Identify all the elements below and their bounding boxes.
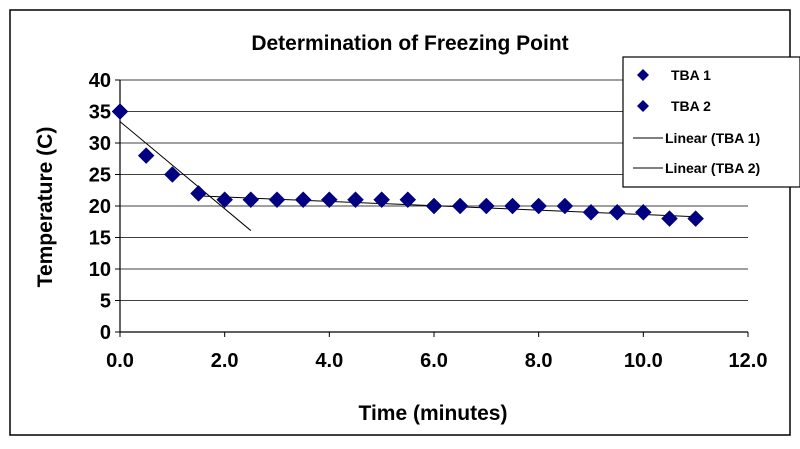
x-tick-label: 12.0 [729, 350, 768, 372]
y-tick-label: 35 [89, 102, 111, 124]
point-tba-1 [190, 185, 207, 202]
legend-label: TBA 1 [671, 67, 711, 83]
point-tba-2 [477, 197, 495, 215]
point-tba-2 [242, 191, 260, 209]
point-tba-2 [425, 197, 443, 215]
x-tick-label: 0.0 [106, 350, 134, 372]
point-tba-2 [556, 197, 574, 215]
y-tick-label: 15 [89, 228, 111, 250]
point-tba-2 [399, 191, 417, 209]
y-tick-label: 20 [89, 196, 111, 218]
y-tick-label: 25 [89, 165, 111, 187]
y-tick-label: 5 [100, 291, 111, 313]
legend: TBA 1 TBA 2 Linear (TBA 1) Linear (TBA 2) [622, 56, 800, 188]
y-tick-label: 30 [89, 133, 111, 155]
x-tick-label: 8.0 [525, 350, 553, 372]
y-axis-label: Temperature (C) [34, 127, 57, 288]
trendline-tba-1 [119, 121, 252, 231]
point-tba-2 [347, 191, 364, 209]
point-tba-2 [582, 203, 600, 221]
x-tick-label: 4.0 [315, 350, 343, 372]
point-tba-2 [687, 210, 705, 227]
point-tba-2 [661, 210, 678, 227]
legend-marker [637, 69, 649, 81]
y-tick-label: 0 [100, 322, 111, 344]
axis-layer: 0 5 10 15 20 25 30 35 40 0.0 2.0 4.0 6.0 8.0 10.0 12.0 [89, 70, 768, 372]
point-tba-2 [268, 191, 286, 209]
point-tba-2 [373, 191, 391, 209]
marker-layer [111, 103, 705, 227]
x-tick-label: 2.0 [211, 350, 239, 372]
legend-marker [637, 100, 649, 112]
point-tba-2 [634, 203, 652, 221]
x-axis-label: Time (minutes) [359, 402, 508, 425]
point-tba-1 [163, 166, 181, 183]
legend-box [622, 56, 800, 188]
legend-label: TBA 2 [671, 98, 711, 114]
point-tba-2 [530, 197, 548, 215]
y-tick-label: 40 [89, 70, 111, 92]
x-tick-label: 10.0 [624, 350, 663, 372]
point-tba-2 [608, 203, 626, 221]
y-tick-label: 10 [89, 259, 111, 281]
point-tba-2 [216, 191, 234, 209]
point-tba-2 [504, 197, 521, 215]
chart-title: Determination of Freezing Point [251, 32, 568, 55]
point-tba-2 [451, 197, 469, 215]
legend-label: Linear (TBA 1) [665, 130, 760, 146]
point-tba-2 [320, 191, 338, 209]
legend-label: Linear (TBA 2) [665, 160, 760, 176]
point-tba-1 [111, 103, 129, 120]
point-tba-1 [137, 147, 155, 164]
x-tick-label: 6.0 [420, 350, 448, 372]
point-tba-2 [294, 191, 312, 209]
